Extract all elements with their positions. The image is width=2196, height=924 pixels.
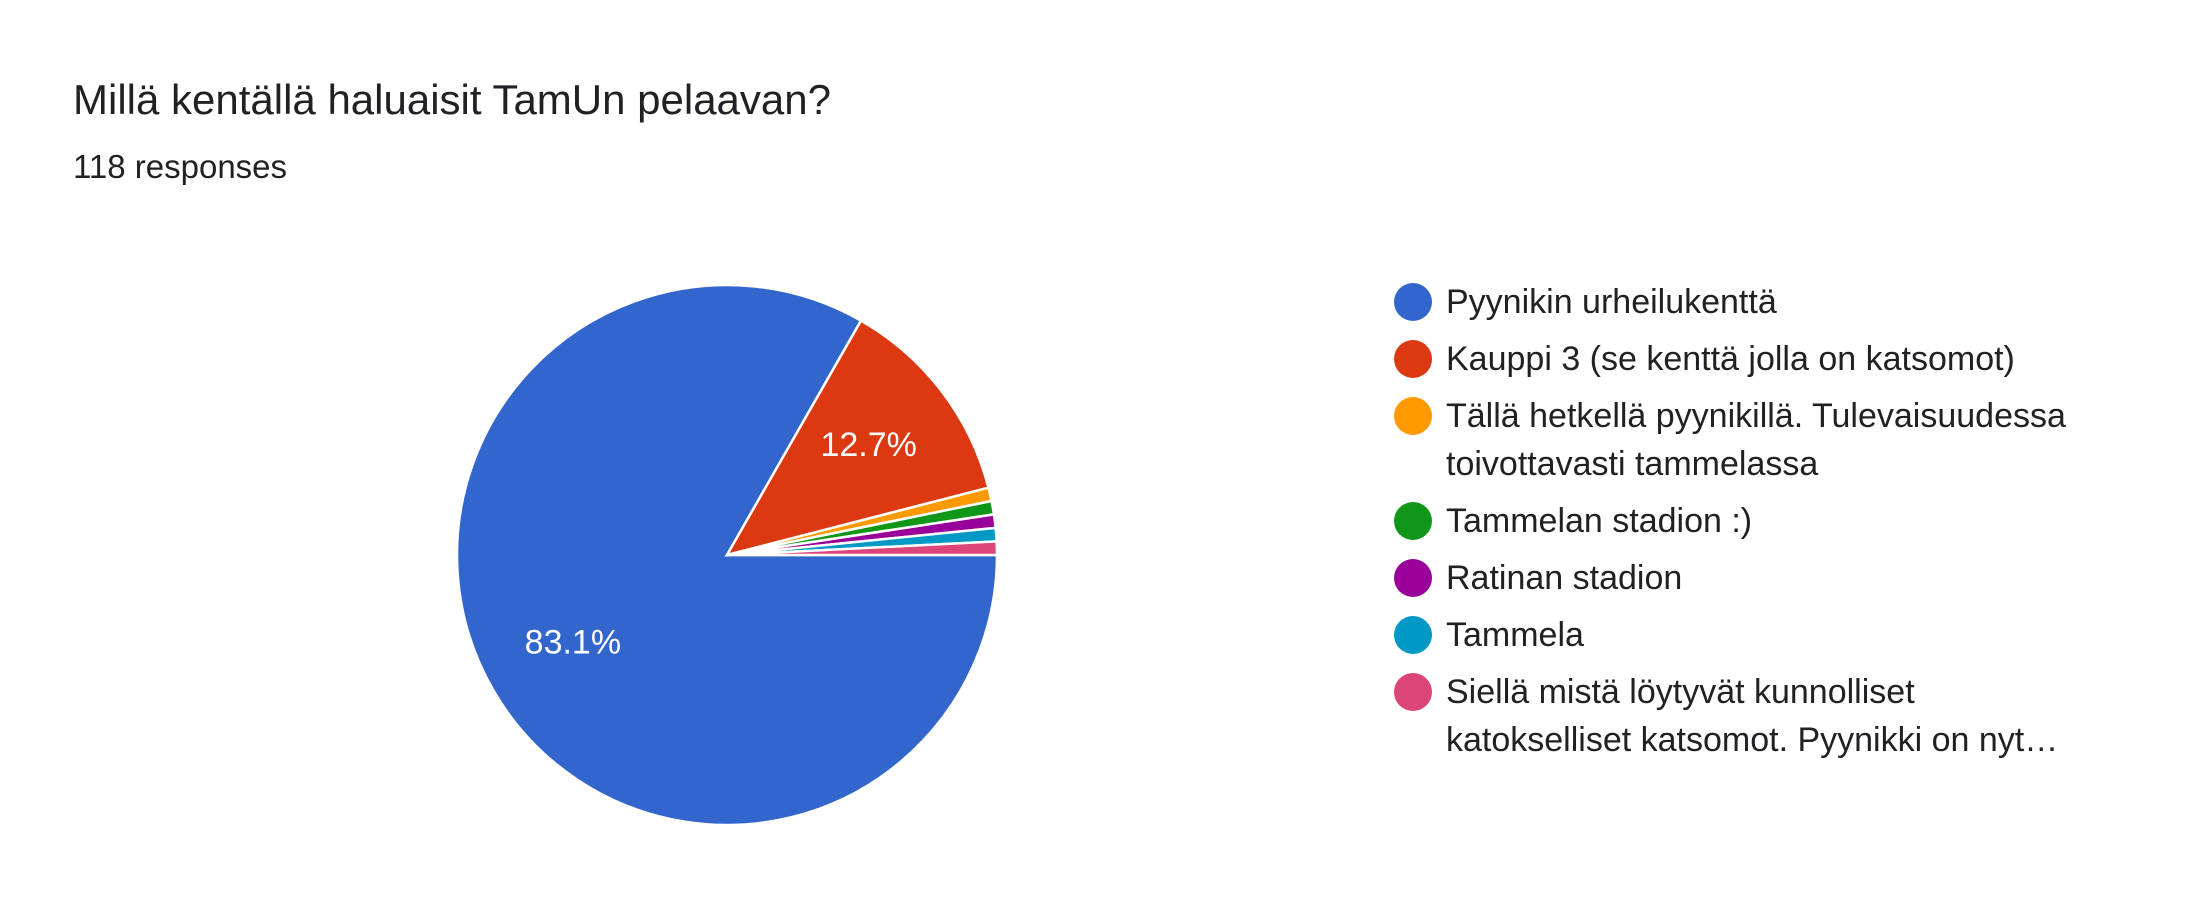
pie-slice <box>726 540 999 557</box>
pie-slice <box>724 318 991 557</box>
legend-swatch <box>1394 283 1432 321</box>
legend-label: Siellä mistä löytyvät kunnolliset katoks… <box>1446 673 2059 759</box>
legend: Pyynikin urheilukenttä Kauppi 3 (se kentt… <box>1394 278 2094 773</box>
legend-swatch <box>1394 340 1432 378</box>
legend-label: Tammelan stadion :) <box>1446 502 1753 540</box>
chart-subtitle: 118 responses <box>73 148 288 185</box>
legend-swatch <box>1394 559 1432 597</box>
legend-swatch <box>1394 397 1432 435</box>
legend-label: Tammela <box>1446 616 1584 654</box>
legend-item: Ratinan stadion <box>1394 554 2094 602</box>
legend-item: Tällä hetkellä pyynikillä. Tulevaisuudes… <box>1394 392 2094 488</box>
legend-item: Pyynikin urheilukenttä <box>1394 278 2094 326</box>
legend-item: Siellä mistä löytyvät kunnolliset katoks… <box>1394 668 2094 764</box>
legend-item: Kauppi 3 (se kenttä jolla on katsomot) <box>1394 335 2094 383</box>
legend-label: Tällä hetkellä pyynikillä. Tulevaisuudes… <box>1446 397 2066 483</box>
legend-swatch <box>1394 502 1432 540</box>
slice-label: 83.1% <box>525 623 621 661</box>
pie-chart: 83.1% 12.7% <box>455 283 999 827</box>
legend-swatch <box>1394 616 1432 654</box>
legend-item: Tammela <box>1394 611 2094 659</box>
legend-swatch <box>1394 673 1432 711</box>
legend-item: Tammelan stadion :) <box>1394 497 2094 545</box>
legend-label: Kauppi 3 (se kenttä jolla on katsomot) <box>1446 340 2015 378</box>
chart-title: Millä kentällä haluaisit TamUn pelaavan? <box>73 76 831 123</box>
legend-label: Ratinan stadion <box>1446 559 1683 597</box>
legend-label: Pyynikin urheilukenttä <box>1446 283 1777 321</box>
slice-label: 12.7% <box>820 426 916 464</box>
